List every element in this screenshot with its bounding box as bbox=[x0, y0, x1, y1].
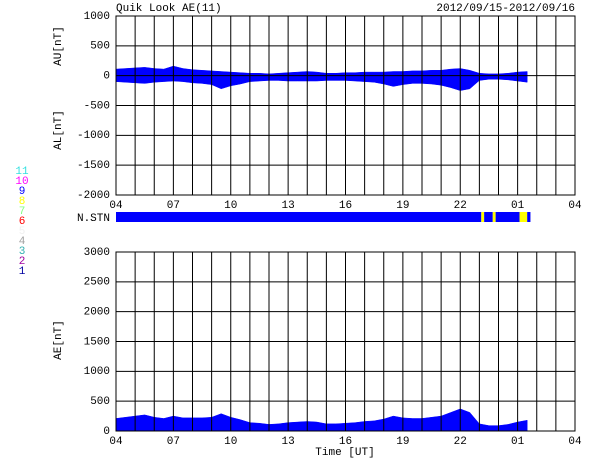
date-range: 2012/09/15-2012/09/16 bbox=[436, 3, 575, 15]
y-axis-label: AL[nT] bbox=[53, 110, 65, 150]
legend-entry: 7 bbox=[19, 206, 26, 218]
x-tick-label: 22 bbox=[454, 200, 467, 212]
x-tick-label: 10 bbox=[224, 200, 237, 212]
y-tick-label: -500 bbox=[84, 100, 110, 112]
legend-entry: 2 bbox=[19, 256, 26, 268]
x-tick-label: 07 bbox=[167, 436, 180, 448]
station-segment bbox=[495, 212, 520, 222]
x-tick-label: 01 bbox=[511, 436, 525, 448]
x-axis-label: Time [UT] bbox=[315, 447, 374, 459]
area bbox=[115, 65, 528, 76]
legend-entry: 6 bbox=[19, 216, 26, 228]
y-tick-label: 2000 bbox=[84, 307, 110, 319]
y-tick-label: -1000 bbox=[77, 130, 110, 142]
area bbox=[115, 75, 528, 91]
station-segment bbox=[484, 212, 493, 222]
plot-frame bbox=[115, 15, 576, 196]
y-tick-label: 0 bbox=[103, 426, 110, 438]
legend-entry: 1 bbox=[19, 266, 26, 278]
y-tick-label: 1500 bbox=[84, 336, 110, 348]
x-tick-label: 07 bbox=[167, 200, 180, 212]
station-segment bbox=[481, 212, 485, 222]
station-segment bbox=[492, 212, 496, 222]
y-tick-label: 2500 bbox=[84, 277, 110, 289]
x-tick-label: 01 bbox=[511, 200, 525, 212]
y-tick-label: 1000 bbox=[84, 366, 110, 378]
x-tick-label: 04 bbox=[568, 436, 582, 448]
legend-entry: 5 bbox=[19, 226, 26, 238]
y-axis-label: AU[nT] bbox=[53, 26, 65, 66]
station-label: N.STN bbox=[77, 213, 110, 225]
plot-frame bbox=[115, 251, 576, 432]
x-tick-label: 19 bbox=[396, 436, 409, 448]
x-tick-label: 22 bbox=[454, 436, 467, 448]
area bbox=[115, 408, 528, 432]
y-tick-label: -1500 bbox=[77, 160, 110, 172]
y-tick-label: 500 bbox=[90, 41, 110, 53]
legend-entry: 4 bbox=[19, 236, 26, 248]
x-tick-label: 10 bbox=[224, 436, 237, 448]
station-segment bbox=[527, 212, 531, 222]
chart-title: Quik Look AE(11) bbox=[116, 3, 222, 15]
x-tick-label: 13 bbox=[282, 436, 295, 448]
legend-entry: 8 bbox=[19, 196, 26, 208]
y-tick-label: 0 bbox=[103, 71, 110, 83]
y-axis-label: AE[nT] bbox=[53, 320, 65, 360]
y-tick-label: 500 bbox=[90, 396, 110, 408]
y-tick-label: 1000 bbox=[84, 11, 110, 23]
x-tick-label: 04 bbox=[568, 200, 582, 212]
x-tick-label: 04 bbox=[109, 436, 123, 448]
y-tick-label: -2000 bbox=[77, 190, 110, 202]
x-tick-label: 19 bbox=[396, 200, 409, 212]
x-tick-label: 16 bbox=[339, 436, 352, 448]
x-tick-label: 04 bbox=[109, 200, 123, 212]
station-segment bbox=[116, 212, 482, 222]
x-tick-label: 13 bbox=[282, 200, 295, 212]
legend-entry: 9 bbox=[19, 186, 26, 198]
legend-entry: 3 bbox=[19, 246, 26, 258]
station-segment bbox=[519, 212, 528, 222]
legend-entry: 11 bbox=[15, 166, 29, 178]
x-tick-label: 16 bbox=[339, 200, 352, 212]
legend-entry: 10 bbox=[15, 176, 28, 188]
y-tick-label: 3000 bbox=[84, 247, 110, 259]
